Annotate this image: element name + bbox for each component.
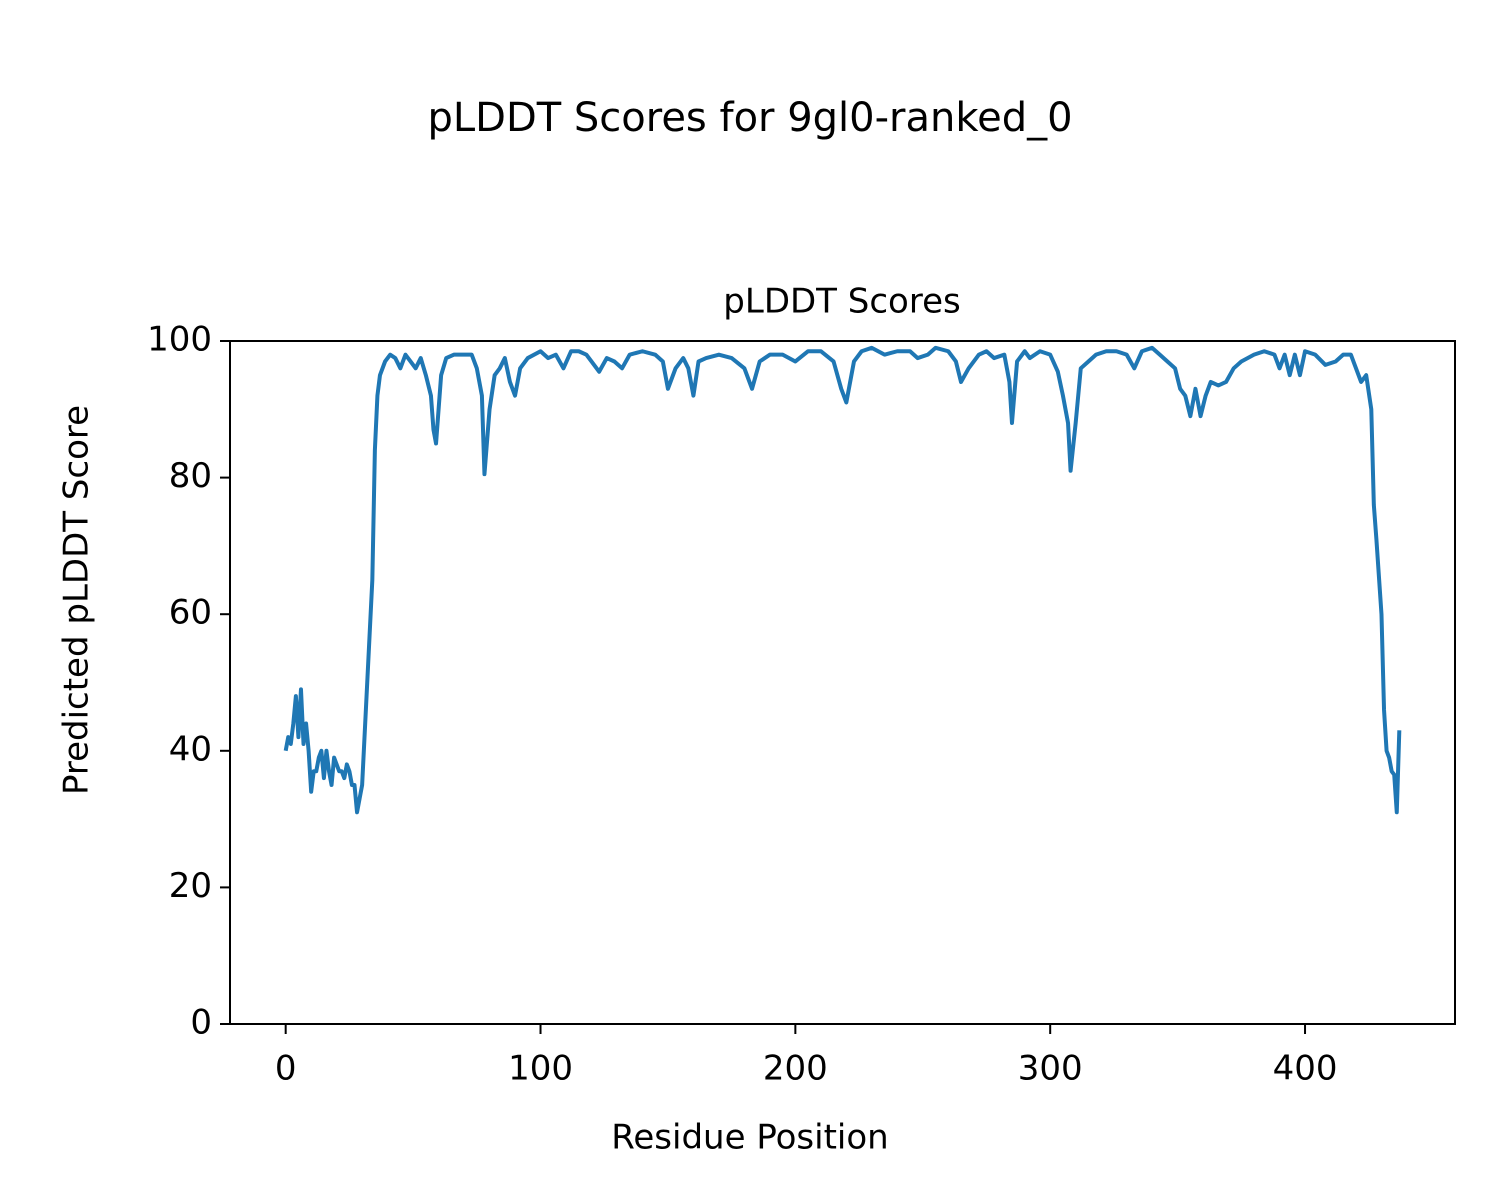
x-tick-label: 400 — [1273, 1049, 1338, 1089]
x-axis-label: Residue Position — [611, 1118, 888, 1158]
y-tick-label: 0 — [190, 1003, 212, 1043]
y-tick-label: 100 — [147, 320, 212, 360]
y-tick-label: 80 — [169, 456, 212, 496]
suptitle: pLDDT Scores for 9gl0-ranked_0 — [427, 95, 1072, 141]
y-tick-label: 40 — [169, 729, 212, 769]
x-tick-label: 300 — [1018, 1049, 1083, 1089]
x-tick-label: 200 — [763, 1049, 828, 1089]
y-tick-label: 20 — [169, 866, 212, 906]
y-axis-label: Predicted pLDDT Score — [57, 405, 97, 795]
line-series — [283, 345, 1402, 815]
x-tick-label: 0 — [275, 1049, 297, 1089]
x-tick-label: 100 — [508, 1049, 573, 1089]
plot-frame — [229, 340, 1456, 1025]
y-tick-label: 60 — [169, 593, 212, 633]
axes-title: pLDDT Scores — [723, 282, 960, 322]
